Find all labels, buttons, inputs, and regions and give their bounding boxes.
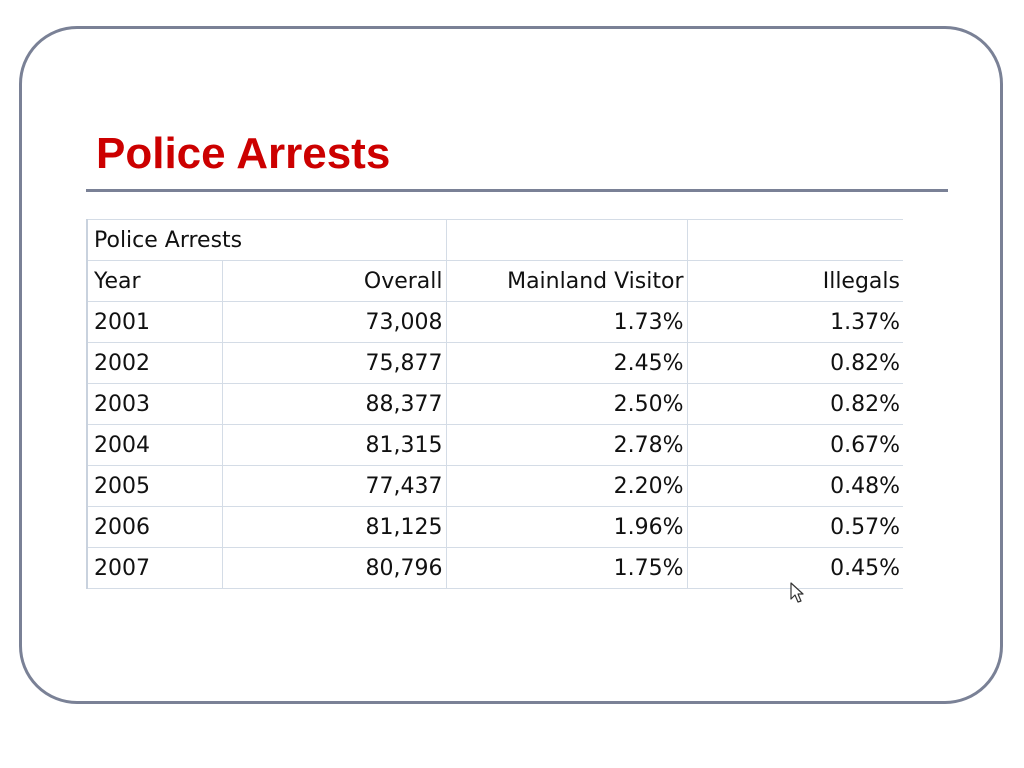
- title-divider: [86, 189, 948, 192]
- table-row: 2004 81,315 2.78% 0.67%: [86, 424, 903, 466]
- cell-overall[interactable]: 77,437: [221, 465, 447, 507]
- cell-illegals[interactable]: 0.67%: [686, 424, 903, 466]
- mouse-pointer-icon: [790, 582, 804, 603]
- table-row: 2003 88,377 2.50% 0.82%: [86, 383, 903, 425]
- cell-year[interactable]: 2003: [86, 383, 223, 425]
- cell-overall[interactable]: 75,877: [221, 342, 447, 384]
- cell-mainland-visitor[interactable]: 1.96%: [445, 506, 688, 548]
- cell-illegals[interactable]: 0.82%: [686, 383, 903, 425]
- cell-year[interactable]: 2001: [86, 301, 223, 343]
- cell-overall[interactable]: 73,008: [221, 301, 447, 343]
- cell-overall[interactable]: 81,125: [221, 506, 447, 548]
- cell-year[interactable]: 2005: [86, 465, 223, 507]
- table-cell-empty[interactable]: [686, 219, 903, 261]
- table-row: 2002 75,877 2.45% 0.82%: [86, 342, 903, 384]
- cell-overall[interactable]: 88,377: [221, 383, 447, 425]
- table-caption-row: Police Arrests: [86, 219, 903, 261]
- header-mainland-visitor[interactable]: Mainland Visitor: [445, 260, 688, 302]
- cell-mainland-visitor[interactable]: 1.75%: [445, 547, 688, 589]
- slide-title: Police Arrests: [96, 129, 391, 178]
- cell-mainland-visitor[interactable]: 1.73%: [445, 301, 688, 343]
- table-cell-empty[interactable]: [445, 219, 688, 261]
- header-illegals[interactable]: Illegals: [686, 260, 903, 302]
- cell-illegals[interactable]: 0.45%: [686, 547, 903, 589]
- cell-year[interactable]: 2002: [86, 342, 223, 384]
- cell-year[interactable]: 2006: [86, 506, 223, 548]
- cell-year[interactable]: 2004: [86, 424, 223, 466]
- cell-illegals[interactable]: 0.48%: [686, 465, 903, 507]
- cell-mainland-visitor[interactable]: 2.50%: [445, 383, 688, 425]
- table-row: 2001 73,008 1.73% 1.37%: [86, 301, 903, 343]
- cell-overall[interactable]: 80,796: [221, 547, 447, 589]
- cell-illegals[interactable]: 0.82%: [686, 342, 903, 384]
- table-caption[interactable]: Police Arrests: [86, 219, 447, 261]
- cell-mainland-visitor[interactable]: 2.45%: [445, 342, 688, 384]
- cell-illegals[interactable]: 1.37%: [686, 301, 903, 343]
- header-overall[interactable]: Overall: [221, 260, 447, 302]
- cell-mainland-visitor[interactable]: 2.20%: [445, 465, 688, 507]
- cell-mainland-visitor[interactable]: 2.78%: [445, 424, 688, 466]
- table-row: 2006 81,125 1.96% 0.57%: [86, 506, 903, 548]
- header-year[interactable]: Year: [86, 260, 223, 302]
- cell-overall[interactable]: 81,315: [221, 424, 447, 466]
- cell-illegals[interactable]: 0.57%: [686, 506, 903, 548]
- cell-year[interactable]: 2007: [86, 547, 223, 589]
- table-row: 2007 80,796 1.75% 0.45%: [86, 547, 903, 589]
- table-row: 2005 77,437 2.20% 0.48%: [86, 465, 903, 507]
- arrests-table: Police Arrests Year Overall Mainland Vis…: [86, 219, 903, 589]
- table-header-row: Year Overall Mainland Visitor Illegals: [86, 260, 903, 302]
